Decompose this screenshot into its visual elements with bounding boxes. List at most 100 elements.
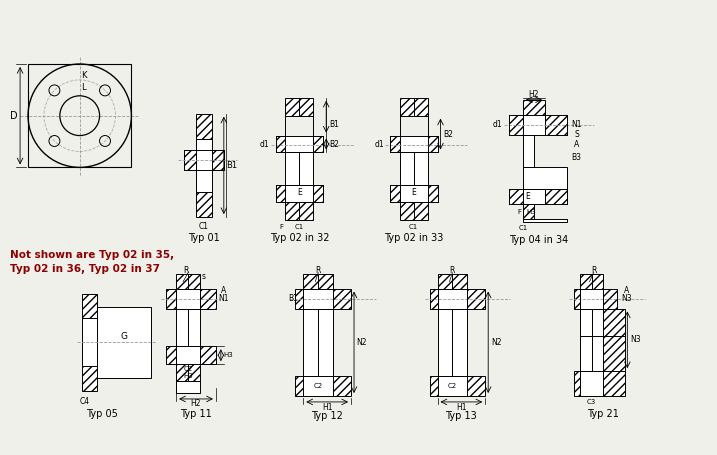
Bar	[400, 152, 414, 185]
Bar	[82, 318, 97, 366]
Text: A: A	[222, 286, 227, 295]
Text: G: G	[121, 332, 128, 341]
Text: N2: N2	[491, 338, 501, 347]
Bar	[188, 274, 200, 288]
Bar	[400, 136, 427, 152]
Text: Typ 01: Typ 01	[188, 233, 220, 243]
Bar	[196, 138, 212, 192]
Text: H1: H1	[456, 404, 467, 412]
Bar	[176, 274, 188, 288]
Text: C1: C1	[518, 225, 528, 231]
Bar	[579, 371, 604, 396]
Bar	[275, 185, 285, 202]
Bar	[303, 308, 318, 376]
Bar	[196, 114, 212, 138]
Text: A: A	[624, 286, 629, 295]
Bar	[523, 204, 534, 219]
Text: Typ 02 in 36, Typ 02 in 37: Typ 02 in 36, Typ 02 in 37	[10, 264, 160, 274]
Text: N3: N3	[621, 294, 632, 303]
Bar	[300, 202, 313, 220]
Bar	[390, 185, 400, 202]
Text: C1: C1	[295, 224, 304, 230]
Text: Typ 04 in 34: Typ 04 in 34	[509, 235, 569, 245]
Text: s: s	[202, 272, 206, 281]
Bar	[82, 293, 97, 318]
Bar	[523, 100, 545, 115]
Bar	[523, 115, 545, 135]
Text: C1: C1	[199, 222, 209, 231]
Bar	[523, 167, 566, 189]
Bar	[300, 98, 313, 116]
Bar	[303, 288, 333, 308]
Text: Typ 11: Typ 11	[180, 409, 212, 419]
Bar	[400, 98, 414, 116]
Bar	[200, 346, 216, 364]
Bar	[400, 185, 427, 202]
Bar	[523, 219, 566, 222]
Bar	[390, 136, 400, 152]
Bar	[523, 135, 534, 167]
Bar	[166, 346, 176, 364]
Bar	[184, 151, 196, 170]
Text: B1: B1	[329, 120, 339, 129]
Text: B2: B2	[329, 140, 339, 149]
Text: H1: H1	[322, 404, 333, 412]
Bar	[285, 98, 300, 116]
Text: E: E	[526, 192, 531, 201]
Text: E: E	[297, 188, 302, 197]
Text: R: R	[315, 266, 321, 275]
Bar	[300, 152, 313, 185]
Text: C2: C2	[448, 383, 457, 389]
Text: B1: B1	[288, 294, 298, 303]
Text: C1: C1	[409, 224, 418, 230]
Bar	[545, 115, 566, 135]
Text: R: R	[591, 266, 597, 275]
Bar	[437, 376, 467, 396]
Text: Typ 02 in 32: Typ 02 in 32	[270, 233, 329, 243]
Bar	[437, 288, 467, 308]
Text: F: F	[280, 224, 283, 230]
Bar	[452, 308, 467, 376]
Bar	[285, 202, 300, 220]
Text: Not shown are Typ 02 in 35,: Not shown are Typ 02 in 35,	[10, 250, 174, 260]
Bar	[97, 307, 151, 378]
Text: Typ 13: Typ 13	[445, 411, 478, 421]
Bar	[579, 274, 592, 288]
Text: H3: H3	[183, 373, 193, 379]
Text: B3: B3	[571, 153, 581, 162]
Text: B2: B2	[444, 130, 453, 139]
Bar	[295, 376, 303, 396]
Text: Typ 12: Typ 12	[311, 411, 343, 421]
Bar	[429, 288, 437, 308]
Text: Typ 21: Typ 21	[587, 409, 619, 419]
Text: H3: H3	[223, 352, 233, 358]
Text: d1: d1	[260, 140, 270, 149]
Bar	[212, 151, 224, 170]
Bar	[176, 381, 200, 393]
Bar	[313, 185, 323, 202]
Bar	[452, 274, 467, 288]
Bar	[592, 308, 604, 336]
Text: N2: N2	[357, 338, 367, 347]
Bar	[318, 274, 333, 288]
Bar	[574, 371, 579, 396]
Bar	[303, 376, 333, 396]
Bar	[427, 185, 437, 202]
Bar	[509, 115, 523, 135]
Bar	[188, 364, 200, 381]
Bar	[176, 346, 200, 364]
Bar	[166, 288, 176, 308]
Bar	[176, 308, 188, 346]
Text: C4: C4	[80, 397, 90, 406]
Text: d1: d1	[374, 140, 384, 149]
Bar	[414, 152, 427, 185]
Bar	[604, 308, 625, 336]
Bar	[188, 308, 200, 346]
Bar	[545, 189, 566, 204]
Bar	[604, 371, 625, 396]
Text: R: R	[450, 266, 455, 275]
Bar	[285, 136, 313, 152]
Bar	[437, 274, 452, 288]
Text: K: K	[81, 71, 87, 81]
Bar	[429, 376, 437, 396]
